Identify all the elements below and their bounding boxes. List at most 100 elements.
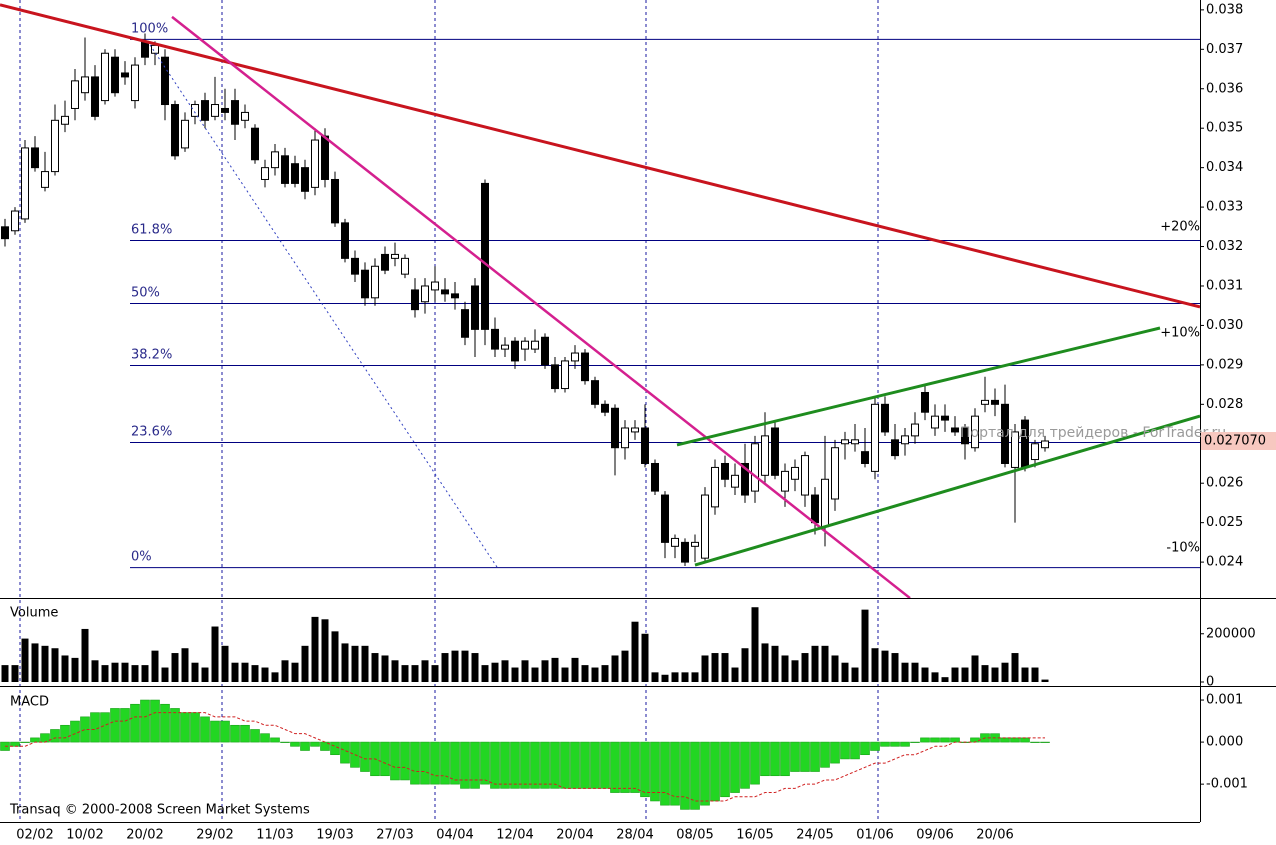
- x-tick-label: 20/04: [556, 828, 593, 843]
- candle-body: [261, 167, 269, 180]
- candle-body: [801, 455, 809, 496]
- macd-bar: [440, 741, 450, 785]
- volume-bar: [281, 660, 289, 682]
- y-tick-label: 0.000: [1206, 735, 1243, 750]
- volume-bar: [961, 667, 969, 682]
- macd-bar: [1000, 737, 1010, 743]
- volume-bar: [731, 667, 739, 682]
- x-tick-label: 04/04: [436, 828, 473, 843]
- volume-bar: [941, 677, 949, 682]
- candle-body: [911, 423, 919, 437]
- x-tick-label: 20/06: [976, 828, 1013, 843]
- macd-bar: [500, 741, 510, 789]
- volume-bar: [651, 672, 659, 682]
- macd-bar: [860, 741, 870, 756]
- macd-bar: [800, 741, 810, 772]
- candle-body: [741, 462, 749, 496]
- y-tick-label: 0.034: [1206, 160, 1243, 175]
- x-tick-label: 12/04: [496, 828, 533, 843]
- price-panel: 100% 61.8% 50% 38.2% 23.6% 0%: [0, 3, 1200, 598]
- volume-bar: [1, 665, 9, 682]
- macd-bar: [280, 741, 290, 743]
- x-tick-label: 29/02: [196, 828, 233, 843]
- candle-body: [61, 115, 69, 125]
- macd-bar: [530, 741, 540, 789]
- volume-bar: [711, 653, 719, 682]
- volume-bar: [851, 667, 859, 682]
- candle-body: [251, 127, 259, 161]
- macd-bar: [300, 741, 310, 751]
- candle-body: [391, 253, 399, 259]
- plot-area: 100% 61.8% 50% 38.2% 23.6% 0%: [0, 3, 1200, 598]
- macd-bar: [510, 741, 520, 789]
- macd-bar: [900, 741, 910, 747]
- fib-label: 100%: [131, 21, 168, 36]
- candle-body: [941, 415, 949, 421]
- volume-bar: [591, 667, 599, 682]
- candle-body: [551, 364, 559, 390]
- x-tick-label: 20/02: [126, 828, 163, 843]
- fib-label: 23.6%: [131, 425, 172, 440]
- candle-body: [931, 415, 939, 429]
- volume-bar: [91, 660, 99, 682]
- macd-bar: [50, 729, 60, 743]
- y-tick-label: 0.032: [1206, 239, 1243, 254]
- candle-body: [101, 52, 109, 102]
- macd-bar: [570, 741, 580, 789]
- macd-bar: [1020, 737, 1030, 743]
- annotation: +10%: [1160, 326, 1200, 341]
- volume-bar: [421, 660, 429, 682]
- volume-bar: [231, 662, 239, 682]
- macd-bar: [1010, 737, 1020, 743]
- macd-bar: [20, 741, 30, 743]
- macd-bar: [660, 741, 670, 806]
- macd-bar: [760, 741, 770, 777]
- volume-bar: [61, 655, 69, 682]
- macd-bar: [700, 741, 710, 806]
- candle-body: [281, 155, 289, 184]
- volume-bar: [741, 648, 749, 682]
- candle-body: [231, 100, 239, 125]
- x-tick-label: 24/05: [796, 828, 833, 843]
- macd-bar: [120, 708, 130, 743]
- candle-body: [571, 352, 579, 362]
- volume-bar: [881, 650, 889, 682]
- candle-body: [271, 151, 279, 169]
- volume-bar: [201, 667, 209, 682]
- macd-bar: [610, 741, 620, 793]
- volume-bar: [931, 672, 939, 682]
- macd-bar: [360, 741, 370, 772]
- candle-body: [511, 340, 519, 362]
- macd-bar: [810, 741, 820, 772]
- macd-bar: [380, 741, 390, 777]
- volume-bar: [501, 660, 509, 682]
- macd-bar: [670, 741, 680, 806]
- candle-body: [881, 403, 889, 433]
- volume-bar: [171, 653, 179, 682]
- volume-bar: [951, 667, 959, 682]
- candle-body: [561, 360, 569, 390]
- candle-body: [1041, 440, 1049, 449]
- candle-body: [841, 439, 849, 445]
- volume-bar: [981, 665, 989, 682]
- volume-bar: [811, 645, 819, 682]
- candle-body: [171, 104, 179, 157]
- volume-bar: [801, 653, 809, 682]
- candle-body: [351, 257, 359, 275]
- macd-bar: [880, 741, 890, 747]
- macd-bar: [950, 737, 960, 743]
- volume-bar: [991, 667, 999, 682]
- volume-bar: [701, 655, 709, 682]
- macd-bar: [740, 741, 750, 789]
- macd-bar: [430, 741, 440, 785]
- macd-bar: [970, 737, 980, 743]
- macd-bar: [720, 741, 730, 798]
- candle-body: [71, 80, 79, 109]
- candle-body: [91, 76, 99, 117]
- annotation: -10%: [1166, 541, 1200, 556]
- macd-bar: [830, 741, 840, 764]
- macd-bar: [590, 741, 600, 789]
- volume-bar: [581, 665, 589, 682]
- macd-bar: [540, 741, 550, 789]
